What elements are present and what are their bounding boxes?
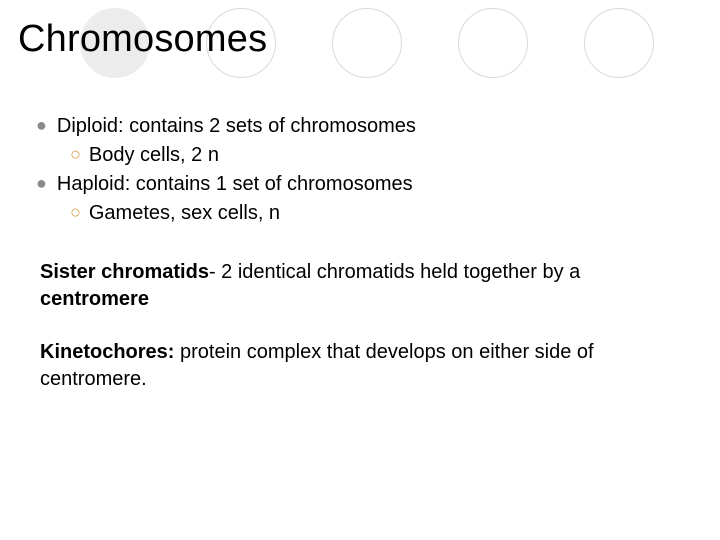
list-item-text: Diploid: contains 2 sets of chromosomes — [57, 113, 416, 140]
circle-bullet-icon: ○ — [70, 200, 81, 225]
term-bold: centromere — [40, 288, 149, 310]
spacer — [18, 229, 692, 259]
list-subitem: ○ Gametes, sex cells, n — [70, 200, 692, 227]
paragraph-kinetochores: Kinetochores: protein complex that devel… — [40, 339, 674, 393]
slide-title: Chromosomes — [18, 18, 692, 61]
list-item: ● Haploid: contains 1 set of chromosomes — [36, 171, 692, 198]
bullet-list: ● Diploid: contains 2 sets of chromosome… — [18, 113, 692, 227]
paragraph-sister-chromatids: Sister chromatids- 2 identical chromatid… — [40, 259, 674, 313]
disc-bullet-icon: ● — [36, 171, 47, 196]
paragraph-text: - 2 identical chromatids held together b… — [209, 261, 580, 283]
circle-bullet-icon: ○ — [70, 142, 81, 167]
spacer — [18, 313, 692, 339]
term-bold: Kinetochores: — [40, 341, 174, 363]
list-item-text: Gametes, sex cells, n — [89, 200, 280, 227]
list-item-text: Haploid: contains 1 set of chromosomes — [57, 171, 413, 198]
list-item: ● Diploid: contains 2 sets of chromosome… — [36, 113, 692, 140]
term-bold: Sister chromatids — [40, 261, 209, 283]
list-subitem: ○ Body cells, 2 n — [70, 142, 692, 169]
list-item-text: Body cells, 2 n — [89, 142, 219, 169]
slide-content: Chromosomes ● Diploid: contains 2 sets o… — [0, 0, 720, 393]
disc-bullet-icon: ● — [36, 113, 47, 138]
